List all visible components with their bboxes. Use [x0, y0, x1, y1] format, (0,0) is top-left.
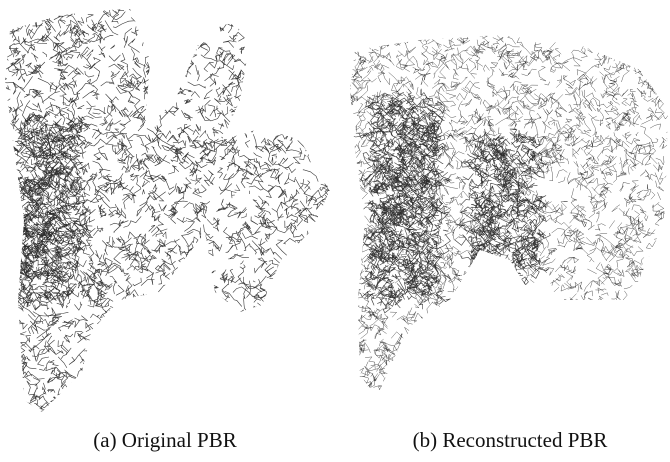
road-network: [6, 112, 90, 311]
original-map: [5, 8, 330, 412]
caption: (a) Original PBR: [93, 428, 236, 452]
caption: (b) Reconstructed PBR: [413, 428, 608, 452]
road-network: [454, 128, 551, 290]
reconstructed-map: [350, 35, 668, 390]
road-network: [350, 88, 452, 314]
